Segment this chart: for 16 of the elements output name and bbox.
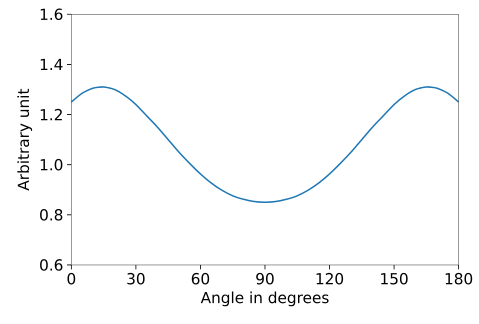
y-tick-label: 1.0 — [40, 158, 62, 170]
y-tick-label: 0.6 — [40, 259, 62, 271]
y-tick-label: 0.8 — [40, 209, 62, 221]
x-tick-label: 120 — [316, 272, 344, 284]
x-tick-label: 150 — [381, 272, 408, 284]
x-tick-label: 30 — [127, 272, 145, 284]
y-axis-title: Arbitrary unit — [17, 88, 32, 191]
y-tick-label: 1.6 — [40, 8, 62, 20]
x-tick-label: 180 — [446, 272, 472, 284]
y-tick-label: 1.4 — [40, 58, 63, 70]
x-tick-label: 90 — [256, 272, 274, 284]
x-tick-label: 0 — [67, 272, 76, 284]
y-tick-label: 1.2 — [40, 108, 62, 120]
x-axis-title: Angle in degrees — [200, 291, 329, 306]
line-series — [71, 86, 459, 204]
x-tick-label: 60 — [192, 272, 210, 284]
